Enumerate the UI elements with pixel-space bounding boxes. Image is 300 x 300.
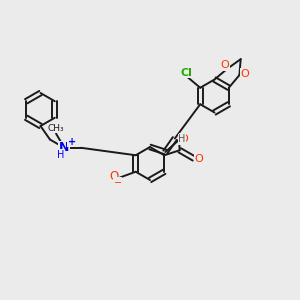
Text: H: H bbox=[178, 134, 185, 144]
Text: +: + bbox=[68, 137, 76, 147]
Text: O: O bbox=[180, 134, 188, 144]
Text: O: O bbox=[195, 154, 203, 164]
Text: −: − bbox=[114, 178, 122, 188]
Text: CH₃: CH₃ bbox=[48, 124, 64, 133]
Text: H: H bbox=[57, 150, 64, 160]
Text: N: N bbox=[59, 141, 69, 154]
Text: O: O bbox=[221, 60, 230, 70]
Text: O: O bbox=[109, 170, 118, 183]
Text: Cl: Cl bbox=[180, 68, 192, 78]
Text: O: O bbox=[240, 69, 249, 79]
